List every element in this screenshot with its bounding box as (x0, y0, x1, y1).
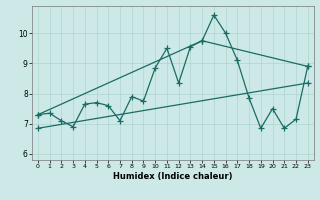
X-axis label: Humidex (Indice chaleur): Humidex (Indice chaleur) (113, 172, 233, 181)
